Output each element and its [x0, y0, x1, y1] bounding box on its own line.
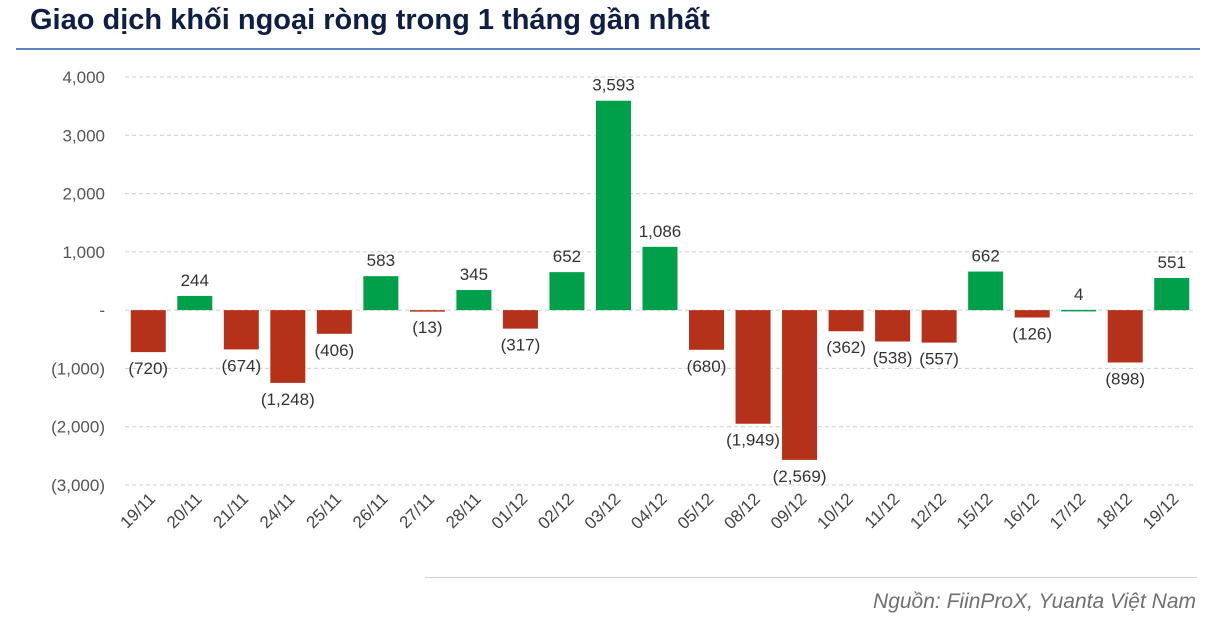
data-label: 4: [1074, 285, 1083, 304]
bar: [549, 272, 585, 311]
bar: [642, 246, 678, 311]
data-label: (680): [687, 357, 727, 376]
data-label: 1,086: [639, 222, 682, 241]
x-tick-label: 17/12: [1046, 489, 1090, 533]
bar: [456, 290, 492, 311]
bar: [130, 310, 166, 353]
x-tick-label: 05/12: [674, 489, 718, 533]
bar: [177, 295, 213, 311]
data-label: 244: [181, 271, 209, 290]
bar: [1014, 310, 1050, 318]
x-tick-label: 28/11: [442, 489, 485, 532]
bar: [782, 310, 818, 460]
data-label: (898): [1105, 369, 1145, 388]
x-tick-label: 15/12: [953, 489, 997, 533]
data-label: (406): [315, 341, 355, 360]
x-tick-label: 16/12: [999, 489, 1043, 533]
bar: [1107, 310, 1143, 363]
x-tick-label: 11/12: [861, 489, 904, 532]
bar: [223, 310, 259, 350]
data-label: 345: [460, 265, 488, 284]
x-tick-label: 04/12: [627, 489, 671, 533]
x-tick-label: 24/11: [256, 489, 299, 532]
source-note: Nguồn: FiinProX, Yuanta Việt Nam: [873, 590, 1196, 613]
x-tick-label: 26/11: [349, 489, 392, 532]
data-label: (720): [128, 359, 168, 378]
bar: [875, 310, 911, 342]
x-tick-label: 21/11: [210, 489, 253, 532]
data-label: (1,248): [261, 390, 315, 409]
bar: [689, 310, 725, 350]
bar: [502, 310, 538, 329]
data-label: (2,569): [773, 467, 827, 486]
x-tick-label: 12/12: [906, 489, 950, 533]
x-tick-label: 19/12: [1139, 489, 1183, 533]
data-label: (13): [412, 318, 442, 337]
title-divider: [16, 48, 1200, 50]
y-tick-label: 1,000: [62, 243, 105, 262]
y-tick-label: 4,000: [62, 68, 105, 87]
data-label: 662: [971, 247, 999, 266]
x-tick-label: 03/12: [581, 489, 625, 533]
y-tick-label: 2,000: [62, 185, 105, 204]
bar: [409, 310, 445, 312]
bar: [968, 271, 1004, 311]
data-label: 652: [553, 247, 581, 266]
bar: [316, 310, 352, 334]
data-label: (674): [221, 356, 261, 375]
y-tick-label: (3,000): [51, 476, 105, 495]
x-tick-label: 02/12: [534, 489, 578, 533]
y-tick-label: (2,000): [51, 418, 105, 437]
x-tick-label: 27/11: [396, 489, 439, 532]
chart-title: Giao dịch khối ngoại ròng trong 1 tháng …: [30, 4, 710, 36]
bar: [1061, 309, 1097, 312]
x-tick-label: 25/11: [303, 489, 346, 532]
data-label: (317): [501, 336, 541, 355]
bar: [363, 276, 399, 311]
bar: [735, 310, 771, 424]
source-divider: [425, 577, 1197, 578]
x-tick-label: 09/12: [767, 489, 811, 533]
x-tick-label: 19/11: [116, 489, 159, 532]
bar-chart: 4,000 3,000 2,000 1,000 - (1,000) (2,000) (3,00…: [51, 68, 1195, 533]
bar: [1154, 278, 1190, 311]
data-label: (538): [873, 349, 913, 368]
x-tick-label: 10/12: [813, 489, 857, 533]
bar: [270, 310, 306, 383]
data-label: 551: [1158, 253, 1186, 272]
x-tick-label: 18/12: [1093, 489, 1137, 533]
x-tick-label: 20/11: [163, 489, 206, 532]
bar: [595, 100, 631, 311]
bar: [921, 310, 957, 343]
data-label: (557): [919, 350, 959, 369]
x-tick-label: 08/12: [720, 489, 764, 533]
data-label: (362): [826, 338, 866, 357]
x-tick-label: 01/12: [488, 489, 532, 533]
y-tick-label: (1,000): [51, 359, 105, 378]
data-label: (1,949): [726, 431, 780, 450]
data-label: (126): [1012, 324, 1052, 343]
bar: [828, 310, 864, 332]
data-label: 3,593: [592, 76, 635, 95]
data-label: 583: [367, 251, 395, 270]
y-tick-label: 3,000: [62, 126, 105, 145]
y-tick-label: -: [99, 301, 105, 320]
